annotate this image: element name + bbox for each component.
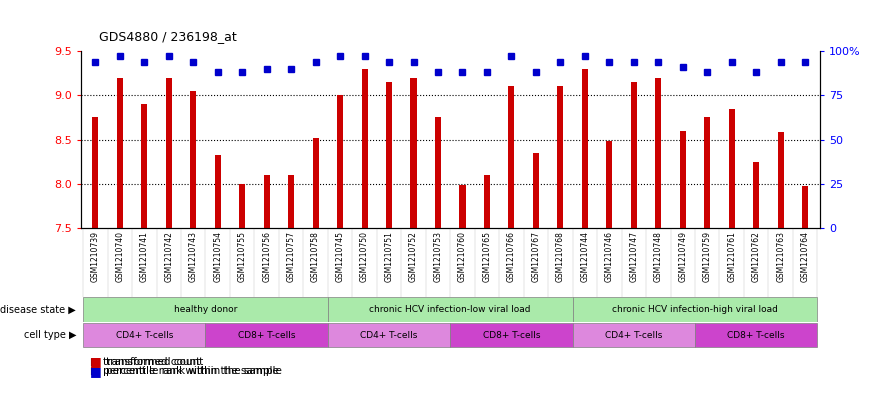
Text: GSM1210765: GSM1210765	[482, 231, 491, 283]
Text: GSM1210755: GSM1210755	[237, 231, 246, 283]
Bar	[704, 118, 711, 228]
Bar	[607, 141, 612, 228]
Bar	[484, 175, 490, 228]
Bar	[328, 323, 450, 347]
Text: CD4+ T-cells: CD4+ T-cells	[605, 331, 662, 340]
Bar	[239, 184, 246, 228]
Text: transformed count: transformed count	[106, 356, 203, 367]
Text: ■: ■	[90, 355, 101, 368]
Text: GSM1210741: GSM1210741	[140, 231, 149, 282]
Bar	[460, 185, 466, 228]
Text: GSM1210743: GSM1210743	[189, 231, 198, 283]
Bar	[573, 323, 695, 347]
Bar	[289, 175, 294, 228]
Text: ■: ■	[90, 365, 101, 378]
Text: GSM1210750: GSM1210750	[360, 231, 369, 283]
Text: GSM1210744: GSM1210744	[581, 231, 590, 283]
Text: GSM1210760: GSM1210760	[458, 231, 467, 283]
Text: chronic HCV infection-high viral load: chronic HCV infection-high viral load	[612, 305, 778, 314]
Bar	[142, 104, 147, 228]
Text: CD8+ T-cells: CD8+ T-cells	[728, 331, 785, 340]
Text: GSM1210764: GSM1210764	[801, 231, 810, 283]
Bar	[557, 86, 564, 228]
Text: GSM1210759: GSM1210759	[702, 231, 711, 283]
Text: GSM1210746: GSM1210746	[605, 231, 614, 283]
Text: GSM1210768: GSM1210768	[556, 231, 564, 282]
Bar	[83, 297, 328, 322]
Bar	[450, 323, 573, 347]
Text: CD8+ T-cells: CD8+ T-cells	[483, 331, 540, 340]
Text: cell type ▶: cell type ▶	[23, 330, 76, 340]
Text: GSM1210748: GSM1210748	[654, 231, 663, 282]
Bar	[313, 138, 319, 228]
Bar	[190, 91, 196, 228]
Bar	[680, 130, 685, 228]
Bar	[215, 154, 220, 228]
Text: GSM1210739: GSM1210739	[90, 231, 99, 283]
Bar	[655, 78, 661, 228]
Bar	[754, 162, 759, 228]
Bar	[328, 297, 573, 322]
Text: GSM1210753: GSM1210753	[434, 231, 443, 283]
Text: chronic HCV infection-low viral load: chronic HCV infection-low viral load	[369, 305, 531, 314]
Bar	[337, 95, 343, 228]
Text: CD4+ T-cells: CD4+ T-cells	[116, 331, 173, 340]
Text: CD4+ T-cells: CD4+ T-cells	[360, 331, 418, 340]
Text: GSM1210757: GSM1210757	[287, 231, 296, 283]
Text: ■ transformed count: ■ transformed count	[90, 356, 200, 367]
Bar	[695, 323, 817, 347]
Bar	[582, 69, 588, 228]
Text: GSM1210749: GSM1210749	[678, 231, 687, 283]
Text: GSM1210761: GSM1210761	[728, 231, 737, 282]
Text: percentile rank within the sample: percentile rank within the sample	[106, 366, 281, 376]
Text: healthy donor: healthy donor	[174, 305, 237, 314]
Text: GSM1210754: GSM1210754	[213, 231, 222, 283]
Text: CD8+ T-cells: CD8+ T-cells	[238, 331, 296, 340]
Bar	[410, 78, 417, 228]
Bar	[533, 153, 539, 228]
Text: GSM1210767: GSM1210767	[531, 231, 540, 283]
Bar	[631, 82, 637, 228]
Text: GSM1210740: GSM1210740	[116, 231, 125, 283]
Text: ■ percentile rank within the sample: ■ percentile rank within the sample	[90, 366, 279, 376]
Bar	[778, 132, 784, 228]
Text: GSM1210752: GSM1210752	[409, 231, 418, 282]
Text: GSM1210758: GSM1210758	[311, 231, 320, 282]
Bar	[166, 78, 172, 228]
Text: GSM1210745: GSM1210745	[336, 231, 345, 283]
Text: GSM1210756: GSM1210756	[263, 231, 271, 283]
Bar	[116, 78, 123, 228]
Text: GSM1210762: GSM1210762	[752, 231, 761, 282]
Bar	[361, 69, 367, 228]
Text: disease state ▶: disease state ▶	[0, 305, 76, 314]
Bar	[802, 186, 808, 228]
Text: GSM1210766: GSM1210766	[507, 231, 516, 283]
Bar	[728, 108, 735, 228]
Bar	[386, 82, 392, 228]
Text: GSM1210747: GSM1210747	[629, 231, 638, 283]
Text: GSM1210763: GSM1210763	[776, 231, 785, 283]
Bar	[435, 118, 441, 228]
Text: GSM1210751: GSM1210751	[384, 231, 393, 282]
Text: GDS4880 / 236198_at: GDS4880 / 236198_at	[99, 30, 237, 43]
Bar	[83, 323, 205, 347]
Bar	[263, 175, 270, 228]
Bar	[573, 297, 817, 322]
Text: GSM1210742: GSM1210742	[164, 231, 173, 282]
Bar	[205, 323, 328, 347]
Bar	[92, 118, 99, 228]
Bar	[508, 86, 514, 228]
